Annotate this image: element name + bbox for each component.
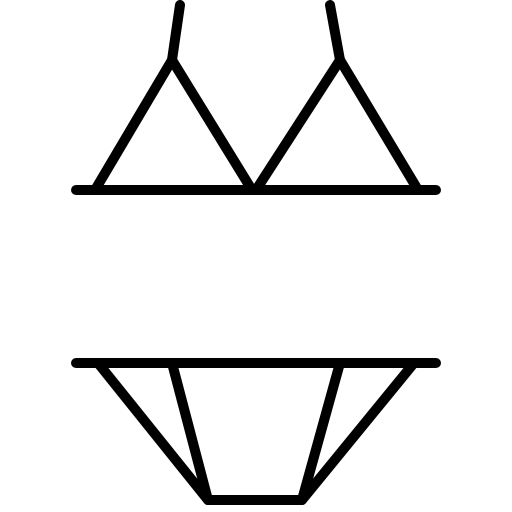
left-cup: [90, 55, 257, 195]
bottom-right-seam: [297, 358, 345, 505]
right-strap: [325, 0, 345, 65]
bikini-bottom: [71, 358, 441, 505]
bikini-top: [71, 0, 441, 195]
bottom-left-seam: [167, 358, 213, 505]
bottom-outline: [93, 358, 419, 505]
right-cup: [251, 55, 423, 195]
left-strap: [167, 0, 185, 65]
